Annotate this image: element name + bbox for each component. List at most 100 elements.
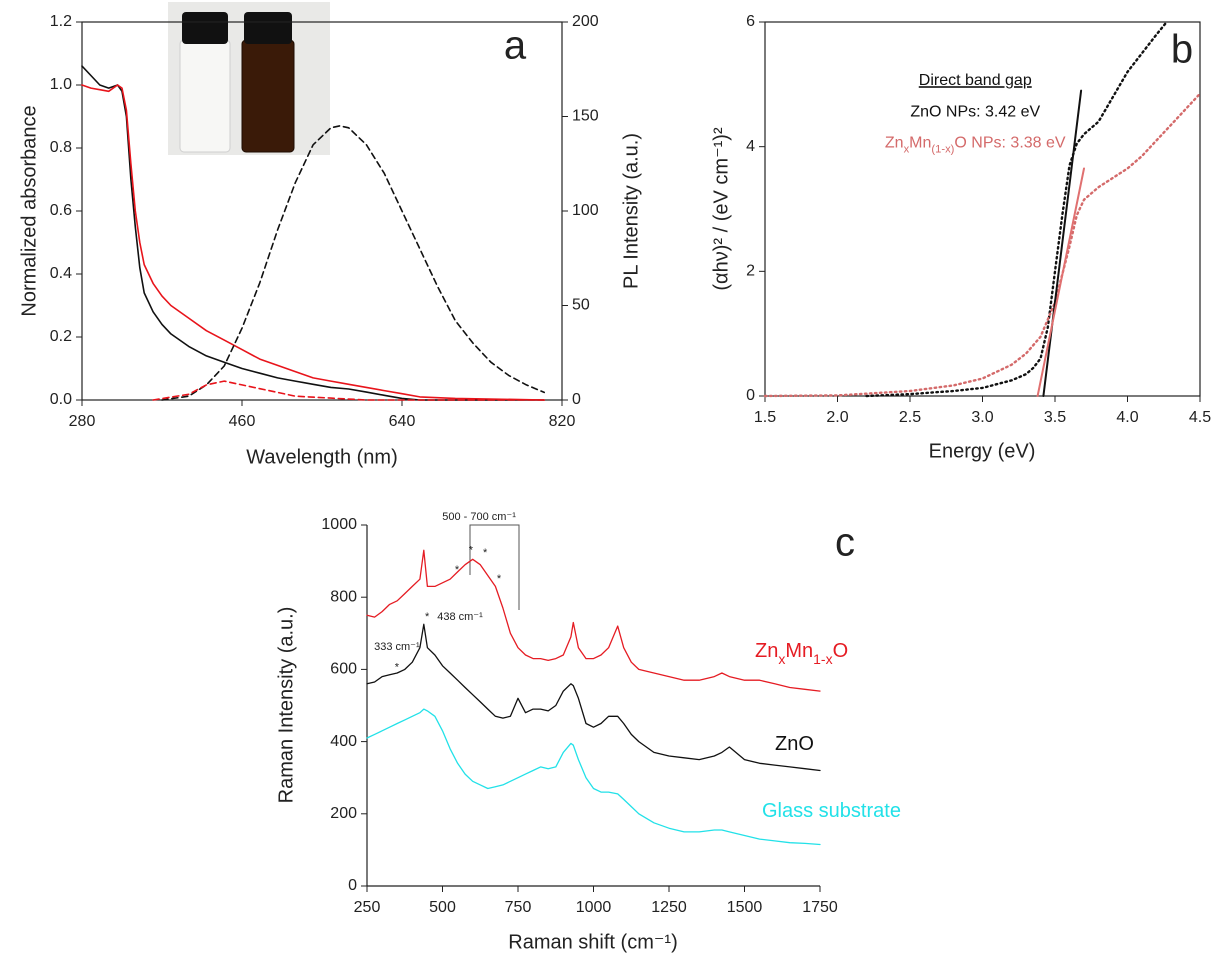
series-label-part: ZnO — [775, 733, 814, 755]
y-tick-label: 0.2 — [50, 328, 72, 345]
annotation-part: * — [425, 611, 430, 623]
annotation: * — [483, 547, 488, 559]
annotation-part: x — [904, 144, 910, 156]
x-tick-label: 4.5 — [1189, 409, 1211, 426]
white-vial — [179, 39, 231, 153]
series-line — [366, 708, 821, 846]
series-line — [865, 20, 1168, 398]
annotation: * — [469, 544, 474, 556]
y-tick-label: 1.2 — [50, 13, 72, 30]
y-tick-label: 800 — [330, 588, 357, 605]
series-label-part: Glass substrate — [762, 800, 901, 822]
x-tick-label: 640 — [389, 413, 416, 430]
y-tick-label: 600 — [330, 661, 357, 678]
x-tick-label: 1.5 — [754, 409, 776, 426]
y-tick-label: 1000 — [321, 516, 357, 533]
panel-letter: a — [504, 24, 527, 68]
annotation: Direct band gap — [919, 72, 1032, 89]
series-label: ZnxMn1-xO — [755, 640, 848, 666]
series-label-part: Mn — [785, 640, 813, 662]
x-tick-label: 3.0 — [971, 409, 993, 426]
annotation-part: * — [455, 564, 460, 576]
annotation-part: * — [469, 544, 474, 556]
annotation-part: * — [483, 547, 488, 559]
y2-tick-label: 0 — [572, 391, 581, 408]
x-tick-label: 2.0 — [826, 409, 848, 426]
x-tick-label: 1250 — [651, 899, 687, 916]
y-tick-label: 2 — [746, 263, 755, 280]
annotation-part: 438 cm⁻¹ — [437, 611, 483, 623]
x-axis-title: Energy (eV) — [929, 440, 1036, 462]
vial-cap — [244, 12, 292, 44]
annotation: ZnxMn(1-x)O NPs: 3.38 eV — [885, 135, 1066, 156]
series-line — [1042, 89, 1083, 397]
series-line — [366, 623, 821, 772]
annotation-part: * — [497, 573, 502, 585]
annotation: * — [395, 662, 400, 674]
y-axis-title: Normalized absorbance — [18, 105, 40, 316]
annotation: * — [455, 564, 460, 576]
y2-axis-title: PL Intensity (a.u.) — [620, 133, 642, 289]
series-label-part: 1-x — [813, 651, 832, 667]
brown-vial — [241, 39, 295, 153]
x-tick-label: 1000 — [576, 899, 612, 916]
annotation-part: Zn — [885, 135, 904, 152]
series-label: Glass substrate — [762, 800, 901, 822]
panel-letter: c — [835, 521, 855, 565]
series-line — [366, 549, 821, 692]
series-line — [81, 65, 545, 401]
x-tick-label: 1500 — [727, 899, 763, 916]
x-tick-label: 4.0 — [1116, 409, 1138, 426]
annotation: * — [425, 611, 430, 623]
y-tick-label: 0 — [348, 877, 357, 894]
annotation: ZnO NPs: 3.42 eV — [910, 104, 1040, 121]
annotation-part: Mn — [909, 135, 931, 152]
y2-tick-label: 200 — [572, 13, 599, 30]
y-tick-label: 0.0 — [50, 391, 72, 408]
y-tick-label: 4 — [746, 138, 755, 155]
x-tick-label: 3.5 — [1044, 409, 1066, 426]
series-line — [1036, 167, 1085, 397]
annotation-part: 500 - 700 cm⁻¹ — [442, 511, 516, 523]
y-tick-label: 0.4 — [50, 265, 72, 282]
annotation-part: * — [395, 662, 400, 674]
series-label-part: Zn — [755, 640, 778, 662]
y-tick-label: 400 — [330, 733, 357, 750]
annotation: 500 - 700 cm⁻¹ — [442, 511, 516, 523]
panel-letter: b — [1171, 28, 1193, 72]
annotation: 333 cm⁻¹ — [374, 641, 420, 653]
y-axis-title: (αhν)² / (eV cm⁻¹)² — [710, 127, 732, 291]
x-tick-label: 500 — [429, 899, 456, 916]
y2-tick-label: 150 — [572, 108, 599, 125]
y2-tick-label: 100 — [572, 202, 599, 219]
y-tick-label: 0.6 — [50, 202, 72, 219]
y-tick-label: 6 — [746, 13, 755, 30]
y-tick-label: 0 — [746, 387, 755, 404]
y-tick-label: 200 — [330, 805, 357, 822]
x-axis-title: Raman shift (cm⁻¹) — [508, 931, 677, 953]
y-tick-label: 1.0 — [50, 76, 72, 93]
y-tick-label: 0.8 — [50, 139, 72, 156]
annotation-part: O NPs: 3.38 eV — [954, 135, 1065, 152]
x-tick-label: 280 — [69, 413, 96, 430]
y2-tick-label: 50 — [572, 297, 590, 314]
y-axis-title: Raman Intensity (a.u.) — [275, 607, 297, 804]
x-tick-label: 2.5 — [899, 409, 921, 426]
series-line — [81, 84, 545, 401]
x-axis-title: Wavelength (nm) — [246, 446, 398, 468]
annotation: 438 cm⁻¹ — [437, 611, 483, 623]
annotation: * — [497, 573, 502, 585]
x-tick-label: 1750 — [802, 899, 838, 916]
x-tick-label: 750 — [505, 899, 532, 916]
vial-cap — [182, 12, 228, 44]
series-label: ZnO — [775, 733, 814, 755]
x-tick-label: 820 — [549, 413, 576, 430]
x-tick-label: 460 — [229, 413, 256, 430]
annotation-part: 333 cm⁻¹ — [374, 641, 420, 653]
annotation-part: ZnO NPs: 3.42 eV — [910, 104, 1040, 121]
series-label-part: x — [778, 651, 785, 667]
series-line — [161, 125, 545, 401]
annotation-part: (1-x) — [931, 144, 954, 156]
series-label-part: O — [833, 640, 849, 662]
